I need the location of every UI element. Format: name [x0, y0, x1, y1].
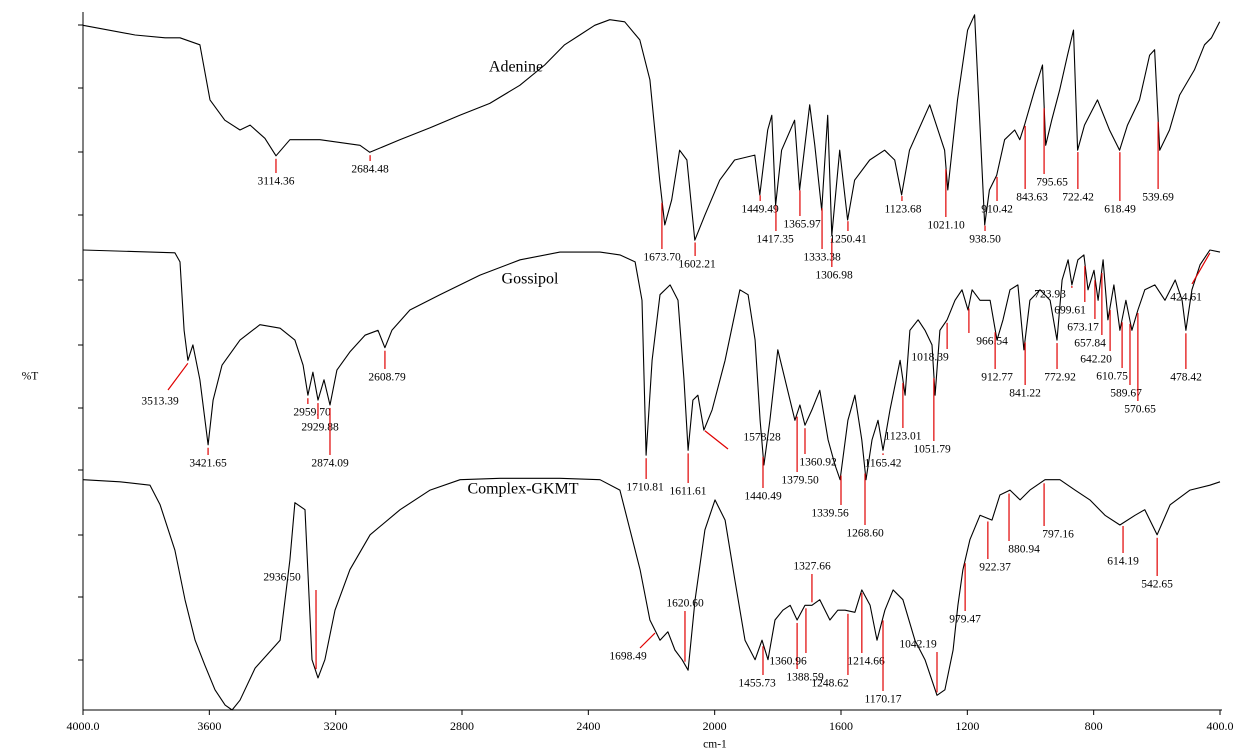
peak-label: 2608.79 — [368, 372, 406, 384]
peak-label: 1365.97 — [783, 219, 821, 231]
peak-label: 2929.88 — [301, 422, 339, 434]
peak-label: 1123.01 — [885, 431, 922, 443]
spectrum-line — [82, 477, 1221, 711]
spectrum-line — [82, 249, 1221, 481]
peak-label: 1248.62 — [811, 678, 849, 690]
peak-label: 772.92 — [1044, 372, 1076, 384]
peak-label: 2874.09 — [311, 458, 349, 470]
x-tick-label: 3200 — [324, 719, 348, 733]
peak-label: 922.37 — [979, 562, 1011, 574]
peak-label: 1214.66 — [847, 656, 885, 668]
x-tick-label: 4000.0 — [67, 719, 100, 733]
peak-label: 1051.79 — [913, 444, 951, 456]
peak-label: 539.69 — [1142, 192, 1174, 204]
peak-label: 642.20 — [1080, 354, 1112, 366]
peak-label: 1455.73 — [738, 678, 776, 690]
y-axis-ticks — [78, 24, 83, 661]
peak-label: 1360.96 — [769, 656, 807, 668]
peak-marker — [639, 632, 656, 649]
peak-label: 797.16 — [1042, 529, 1074, 541]
peak-marker — [1191, 252, 1211, 285]
x-tick-label: 2000 — [703, 719, 727, 733]
peak-label: 1165.42 — [865, 458, 902, 470]
peak-label: 1250.41 — [829, 234, 867, 246]
series-name: Adenine — [489, 59, 543, 76]
peak-label: 1620.60 — [666, 598, 704, 610]
peak-label: 657.84 — [1074, 338, 1106, 350]
peak-label: 1339.56 — [811, 508, 849, 520]
peak-label: 610.75 — [1096, 371, 1128, 383]
peak-marker — [704, 430, 729, 450]
peak-label: 1327.66 — [793, 561, 831, 573]
x-tick-label: 800 — [1085, 719, 1103, 733]
peak-label: 1042.19 — [899, 639, 937, 651]
peak-label: 795.65 — [1036, 177, 1068, 189]
x-tick-label: 2800 — [450, 719, 474, 733]
peak-label: 699.61 — [1054, 305, 1086, 317]
peak-label: 3114.36 — [258, 176, 295, 188]
peak-label: 673.17 — [1067, 322, 1099, 334]
x-axis-label: cm-1 — [703, 739, 727, 751]
peak-label: 966.54 — [976, 336, 1008, 348]
peak-label: 1123.68 — [885, 204, 922, 216]
peak-label: 2959.70 — [293, 407, 331, 419]
peak-label: 1360.92 — [799, 457, 837, 469]
x-tick-label: 1600 — [829, 719, 853, 733]
x-tick-label: 400.0 — [1207, 719, 1234, 733]
x-tick-label: 1200 — [955, 719, 979, 733]
peak-label: 880.94 — [1008, 544, 1040, 556]
peak-marker — [167, 362, 189, 391]
peak-label: 3421.65 — [189, 458, 227, 470]
peak-label: 1018.39 — [911, 352, 949, 364]
peak-label: 1602.21 — [678, 259, 716, 271]
peak-label: 614.19 — [1107, 556, 1139, 568]
peak-label: 1611.61 — [670, 486, 707, 498]
peak-label: 1710.81 — [626, 482, 664, 494]
peak-label: 979.47 — [949, 614, 981, 626]
peak-label: 722.42 — [1062, 192, 1094, 204]
peak-label: 910.42 — [981, 204, 1013, 216]
peak-label: 478.42 — [1170, 372, 1202, 384]
series-name: Gossipol — [502, 271, 559, 288]
peak-label: 618.49 — [1104, 204, 1136, 216]
peak-label: 589.67 — [1110, 388, 1142, 400]
peak-label: 1306.98 — [815, 270, 853, 282]
peak-label: 723.93 — [1034, 289, 1066, 301]
peak-label: 570.65 — [1124, 404, 1156, 416]
peak-label: 1673.70 — [643, 252, 681, 264]
peak-label: 841.22 — [1009, 388, 1041, 400]
peak-label: 1170.17 — [865, 694, 902, 706]
peak-label: 2936.50 — [263, 572, 301, 584]
peak-label: 2684.48 — [351, 164, 389, 176]
peak-label: 1379.50 — [781, 475, 819, 487]
y-axis-label: %T — [22, 371, 39, 383]
spectrum-line — [82, 14, 1221, 241]
peak-label: 912.77 — [981, 372, 1013, 384]
peak-label: 1268.60 — [846, 528, 884, 540]
peak-label: 542.65 — [1141, 579, 1173, 591]
peak-label: 1698.49 — [609, 651, 647, 663]
peak-label: 938.50 — [969, 234, 1001, 246]
peak-label: 1417.35 — [756, 234, 794, 246]
peak-label: 843.63 — [1016, 192, 1048, 204]
x-tick-label: 3600 — [197, 719, 221, 733]
peak-label: 1449.49 — [741, 204, 779, 216]
peak-label: 1440.49 — [744, 491, 782, 503]
peak-label: 424.61 — [1170, 292, 1202, 304]
series-name: Complex-GKMT — [467, 481, 578, 498]
x-tick-label: 2400 — [576, 719, 600, 733]
peak-label: 1388.59 — [786, 672, 824, 684]
peak-label: 1578.28 — [743, 432, 781, 444]
peak-label: 1021.10 — [927, 220, 965, 232]
peak-label: 1333.38 — [803, 252, 841, 264]
peak-label: 3513.39 — [141, 396, 179, 408]
